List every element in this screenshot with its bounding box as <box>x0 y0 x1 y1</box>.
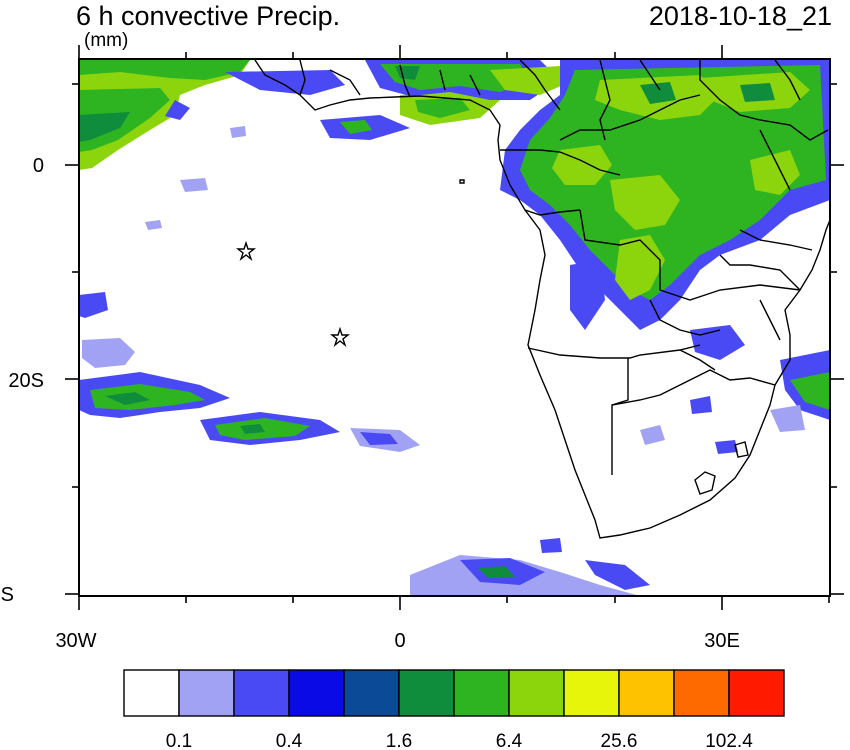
lon-label-30e: 30E <box>704 630 740 652</box>
colorbar-swatch <box>673 669 730 717</box>
plot-frame <box>78 58 831 597</box>
lat-label-40s: 40S <box>0 584 14 606</box>
units-label: (mm) <box>84 30 129 51</box>
colorbar-swatch <box>343 669 400 717</box>
map-title: 6 h convective Precip. <box>76 1 341 31</box>
station-markers <box>236 240 350 348</box>
colorbar-label: 0.1 <box>166 731 192 750</box>
precip-ocean-scatter <box>79 126 712 596</box>
station-marker-star <box>236 240 256 262</box>
colorbar-swatch <box>288 669 345 717</box>
valid-time-label: 2018-10-18_21 <box>648 1 832 31</box>
axis-ticks <box>65 45 844 610</box>
colorbar-label: 102.4 <box>705 731 753 750</box>
lat-label-0: 0 <box>33 155 44 177</box>
lat-labels: 0 20S 40S <box>0 155 44 606</box>
station-marker-star <box>330 326 350 348</box>
lon-label-30w: 30W <box>55 630 96 652</box>
colorbar-label: 25.6 <box>601 731 638 750</box>
map-plot-area <box>79 59 830 596</box>
lon-label-0: 0 <box>394 630 405 652</box>
colorbar-swatch <box>563 669 620 717</box>
colorbar-swatch <box>398 669 455 717</box>
colorbar-swatch <box>728 669 785 717</box>
precip-itcz-band <box>79 60 830 454</box>
colorbar-swatch <box>178 669 235 717</box>
colorbar-label: 6.4 <box>496 731 523 750</box>
colorbar-swatch <box>508 669 565 717</box>
colorbar-swatch <box>123 669 180 717</box>
lon-labels: 30W 0 30E <box>55 630 739 652</box>
lat-label-20s: 20S <box>8 370 44 392</box>
colorbar: 0.1 0.4 1.6 6.4 25.6 102.4 <box>123 669 785 750</box>
colorbar-label: 1.6 <box>386 731 412 750</box>
colorbar-label: 0.4 <box>276 731 303 750</box>
colorbar-swatch <box>618 669 675 717</box>
colorbar-swatch <box>233 669 290 717</box>
coastline-borders <box>254 59 830 539</box>
colorbar-swatch <box>453 669 510 717</box>
